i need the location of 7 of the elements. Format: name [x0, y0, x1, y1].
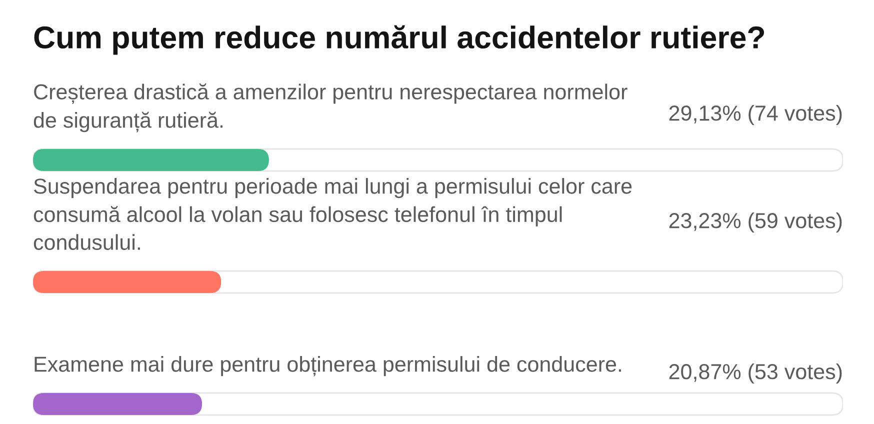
- data-label: 20,87% (53 votes): [669, 363, 842, 384]
- chart-title: Cum putem reduce numărul accidentelor rutiere?: [34, 25, 764, 55]
- y-tick-label: Creșterea drastică a amenzilor pentru nerespectarea normelor de siguranță rutieră.: [34, 83, 628, 132]
- data-label: 29,13% (74 votes): [669, 104, 842, 126]
- y-tick-label: Suspendarea pentru perioade mai lungi a permisului celor care consumă alcool la volan sau folosesc telefonul în timpul condusului.: [34, 178, 632, 250]
- y-tick-label: Examene mai dure pentru obținerea permisului de conducere.: [34, 356, 621, 376]
- data-label: 23,23% (59 votes): [669, 212, 842, 233]
